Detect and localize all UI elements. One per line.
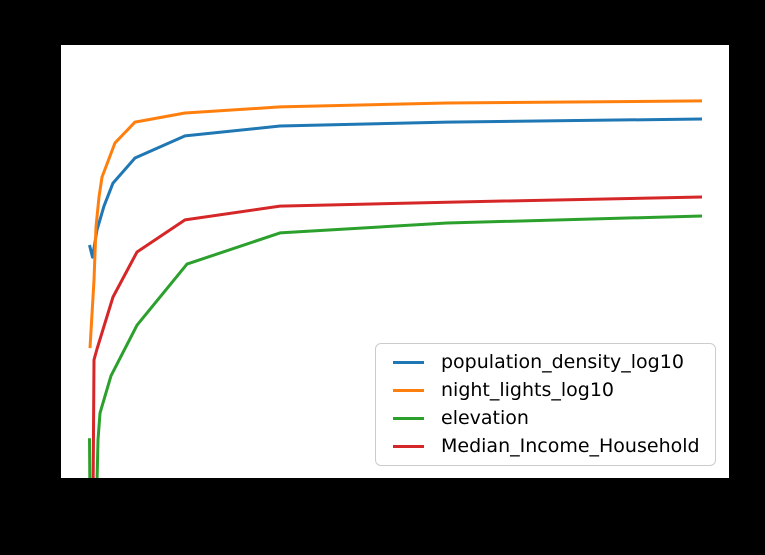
legend-label: elevation xyxy=(441,407,529,429)
legend: population_density_log10 night_lights_log… xyxy=(375,343,716,466)
legend-entry-elevation: elevation xyxy=(393,409,715,428)
series-line-elevation xyxy=(88,214,703,478)
series-line-population_density_log10 xyxy=(88,117,703,259)
legend-entry-population_density_log10: population_density_log10 xyxy=(393,353,715,372)
legend-line-sample-elevation xyxy=(393,417,424,420)
plot-area: population_density_log10 night_lights_log… xyxy=(61,45,729,478)
legend-entry-night_lights_log10: night_lights_log10 xyxy=(393,381,715,400)
legend-line-sample-Median_Income_Household xyxy=(393,445,424,448)
legend-label: population_density_log10 xyxy=(441,351,684,373)
legend-label: Median_Income_Household xyxy=(441,435,700,457)
series-line-night_lights_log10 xyxy=(88,99,703,349)
legend-entry-Median_Income_Household: Median_Income_Household xyxy=(393,437,715,456)
line-chart xyxy=(88,99,703,478)
legend-label: night_lights_log10 xyxy=(441,379,615,401)
legend-line-sample-population_density_log10 xyxy=(393,361,424,364)
series-line-Median_Income_Household xyxy=(91,195,703,478)
legend-line-sample-night_lights_log10 xyxy=(393,389,424,392)
